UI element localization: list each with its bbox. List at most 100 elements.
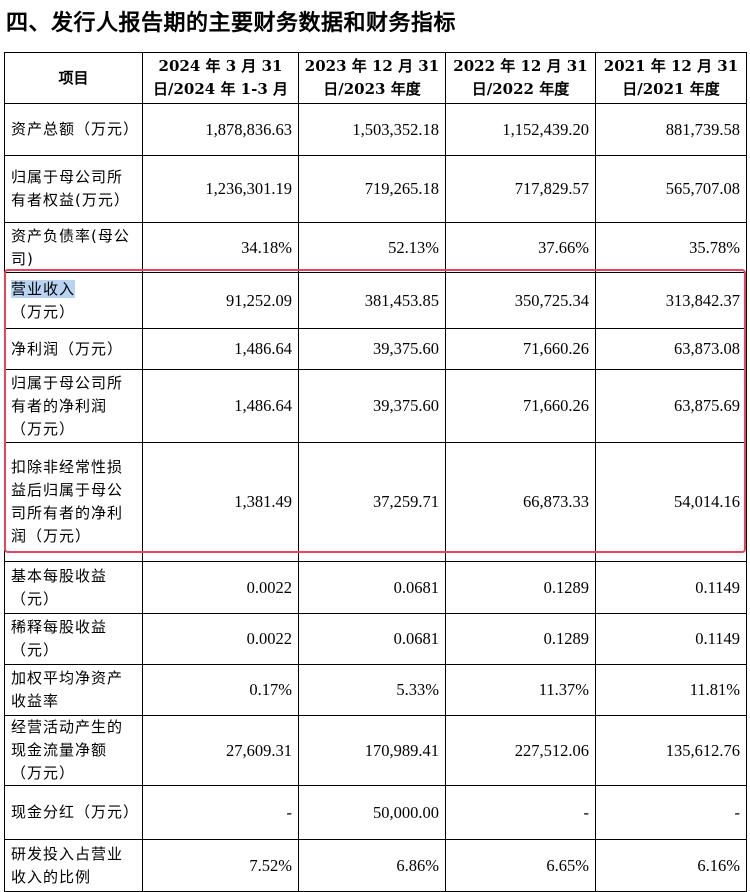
value-cell: 0.0022 [142, 613, 299, 665]
value-cell: 565,707.08 [595, 155, 747, 223]
value-cell: 5.33% [298, 664, 446, 716]
value-cell: 0.1149 [595, 613, 747, 665]
value-cell: 381,453.85 [298, 272, 446, 329]
value-cell: 63,875.69 [595, 369, 747, 443]
row-label-text: 经营活动产生的现金流量净额（万元） [11, 718, 124, 782]
row-label-text: 归属于母公司所有者权益(万元） [11, 168, 130, 209]
table-row: 营业收入 （万元） 91,252.09 381,453.85 350,725.34 313… [4, 272, 747, 329]
row-label-text: 稀释每股收益（元） [11, 618, 108, 659]
row-label-text: 基本每股收益（元） [11, 566, 108, 608]
value-cell: 71,660.26 [445, 369, 596, 443]
column-header-2021: 2021 年 12 月 31 日/2021 年度 [595, 52, 747, 104]
value-cell: 227,512.06 [445, 715, 596, 786]
row-label: 营业收入 （万元） [4, 272, 143, 329]
value-cell: 719,265.18 [298, 155, 446, 223]
column-header-2024q1: 2024 年 3 月 31 日/2024 年 1-3 月 [142, 52, 299, 104]
table-row: 净利润（万元） 1,486.64 39,375.60 71,660.26 63,873.… [4, 328, 747, 370]
row-label-text: 净利润（万元） [11, 339, 124, 358]
value-cell: - [142, 785, 299, 840]
selected-text: 营业收入 [11, 279, 76, 298]
value-cell: 1,152,439.20 [445, 103, 596, 156]
value-cell: - [595, 785, 747, 840]
column-header-2022: 2022 年 12 月 31 日/2022 年度 [445, 52, 596, 104]
column-header-item: 项目 [4, 52, 143, 104]
table-row: 稀释每股收益（元） 0.0022 0.0681 0.1289 0.1149 [4, 613, 747, 665]
table-header-row: 项目 2024 年 3 月 31 日/2024 年 1-3 月 2023 年 1… [4, 52, 747, 104]
row-label-text: 加权平均净资产收益率 [11, 669, 124, 710]
table-row: 研发投入占营业收入的比例 7.52% 6.86% 6.65% 6.16% [4, 839, 747, 892]
table-row: 资产总额（万元） 1,878,836.63 1,503,352.18 1,152,43… [4, 103, 747, 156]
value-cell: 0.0681 [298, 561, 446, 614]
value-cell: 313,842.37 [595, 272, 747, 329]
value-cell: 0.1289 [445, 561, 596, 614]
value-cell: 135,612.76 [595, 715, 747, 786]
value-cell: 35.78% [595, 222, 747, 273]
value-cell: 1,486.64 [142, 328, 299, 370]
table-row: 基本每股收益（元） 0.0022 0.0681 0.1289 0.1149 [4, 561, 747, 614]
row-label: 归属于母公司所有者权益(万元） [4, 155, 143, 223]
table-row: 归属于母公司所有者的净利润（万元） 1,486.64 39,375.60 71,660… [4, 369, 747, 443]
value-cell: 11.81% [595, 664, 747, 716]
value-cell: 170,989.41 [298, 715, 446, 786]
financial-data-table: 项目 2024 年 3 月 31 日/2024 年 1-3 月 2023 年 1… [4, 52, 747, 892]
value-cell: 0.0681 [298, 613, 446, 665]
value-cell: 1,878,836.63 [142, 103, 299, 156]
row-label: 净利润（万元） [4, 328, 143, 370]
value-cell: 0.17% [142, 664, 299, 716]
row-label: 研发投入占营业收入的比例 [4, 839, 143, 892]
value-cell: 34.18% [142, 222, 299, 273]
value-cell: 54,014.16 [595, 442, 747, 562]
value-cell: 39,375.60 [298, 369, 446, 443]
value-cell: 6.16% [595, 839, 747, 892]
value-cell: 717,829.57 [445, 155, 596, 223]
value-cell: 50,000.00 [298, 785, 446, 840]
table-row: 现金分红（万元） -50,000.00- - [4, 785, 747, 840]
value-cell: 37,259.71 [298, 442, 446, 562]
value-cell: 7.52% [142, 839, 299, 892]
value-cell: 350,725.34 [445, 272, 596, 329]
row-label: 加权平均净资产收益率 [4, 664, 143, 716]
value-cell: 37.66% [445, 222, 596, 273]
value-cell: 39,375.60 [298, 328, 446, 370]
value-cell: 6.65% [445, 839, 596, 892]
value-cell: 0.1149 [595, 561, 747, 614]
value-cell: 11.37% [445, 664, 596, 716]
value-cell: 6.86% [298, 839, 446, 892]
value-cell: 881,739.58 [595, 103, 747, 156]
value-cell: 27,609.31 [142, 715, 299, 786]
row-label: 扣除非经常性损益后归属于母公司所有者的净利润（万元） [4, 442, 143, 562]
row-label: 归属于母公司所有者的净利润（万元） [4, 369, 143, 443]
row-label: 资产负债率(母公司) [4, 222, 143, 273]
table-row: 归属于母公司所有者权益(万元） 1,236,301.19 719,265.18 717… [4, 155, 747, 223]
table-row: 经营活动产生的现金流量净额（万元） 27,609.31 170,989.41 227,… [4, 715, 747, 786]
row-label-text: 资产总额（万元） [11, 120, 140, 138]
row-label-text: （万元） [11, 302, 76, 321]
table-row: 扣除非经常性损益后归属于母公司所有者的净利润（万元） 1,381.49 37,259… [4, 442, 747, 562]
row-label: 基本每股收益（元） [4, 561, 143, 614]
row-label: 稀释每股收益（元） [4, 613, 143, 665]
row-label: 资产总额（万元） [4, 103, 143, 156]
value-cell: 0.0022 [142, 561, 299, 614]
value-cell: 1,236,301.19 [142, 155, 299, 223]
table-row: 资产负债率(母公司) 34.18% 52.13% 37.66% 35.78% [4, 222, 747, 273]
row-label-text: 扣除非经常性损益后归属于母公司所有者的净利润（万元） [11, 458, 124, 545]
value-cell: 0.1289 [445, 613, 596, 665]
value-cell: - [445, 785, 596, 840]
value-cell: 1,381.49 [142, 442, 299, 562]
row-label-text: 资产负债率(母公司) [11, 226, 130, 268]
value-cell: 71,660.26 [445, 328, 596, 370]
value-cell: 63,873.08 [595, 328, 747, 370]
row-label: 现金分红（万元） [4, 785, 143, 840]
row-label-text: 现金分红（万元） [11, 803, 140, 821]
row-label: 经营活动产生的现金流量净额（万元） [4, 715, 143, 786]
value-cell: 1,486.64 [142, 369, 299, 443]
value-cell: 66,873.33 [445, 442, 596, 562]
value-cell: 52.13% [298, 222, 446, 273]
value-cell: 1,503,352.18 [298, 103, 446, 156]
table-row: 加权平均净资产收益率 0.17% 5.33% 11.37% 11.81% [4, 664, 747, 716]
column-header-2023: 2023 年 12 月 31 日/2023 年度 [298, 52, 446, 104]
value-cell: 91,252.09 [142, 272, 299, 329]
row-label-text: 归属于母公司所有者的净利润（万元） [11, 373, 124, 438]
section-heading: 四、发行人报告期的主要财务数据和财务指标 [6, 11, 457, 36]
row-label-text: 研发投入占营业收入的比例 [11, 844, 124, 886]
